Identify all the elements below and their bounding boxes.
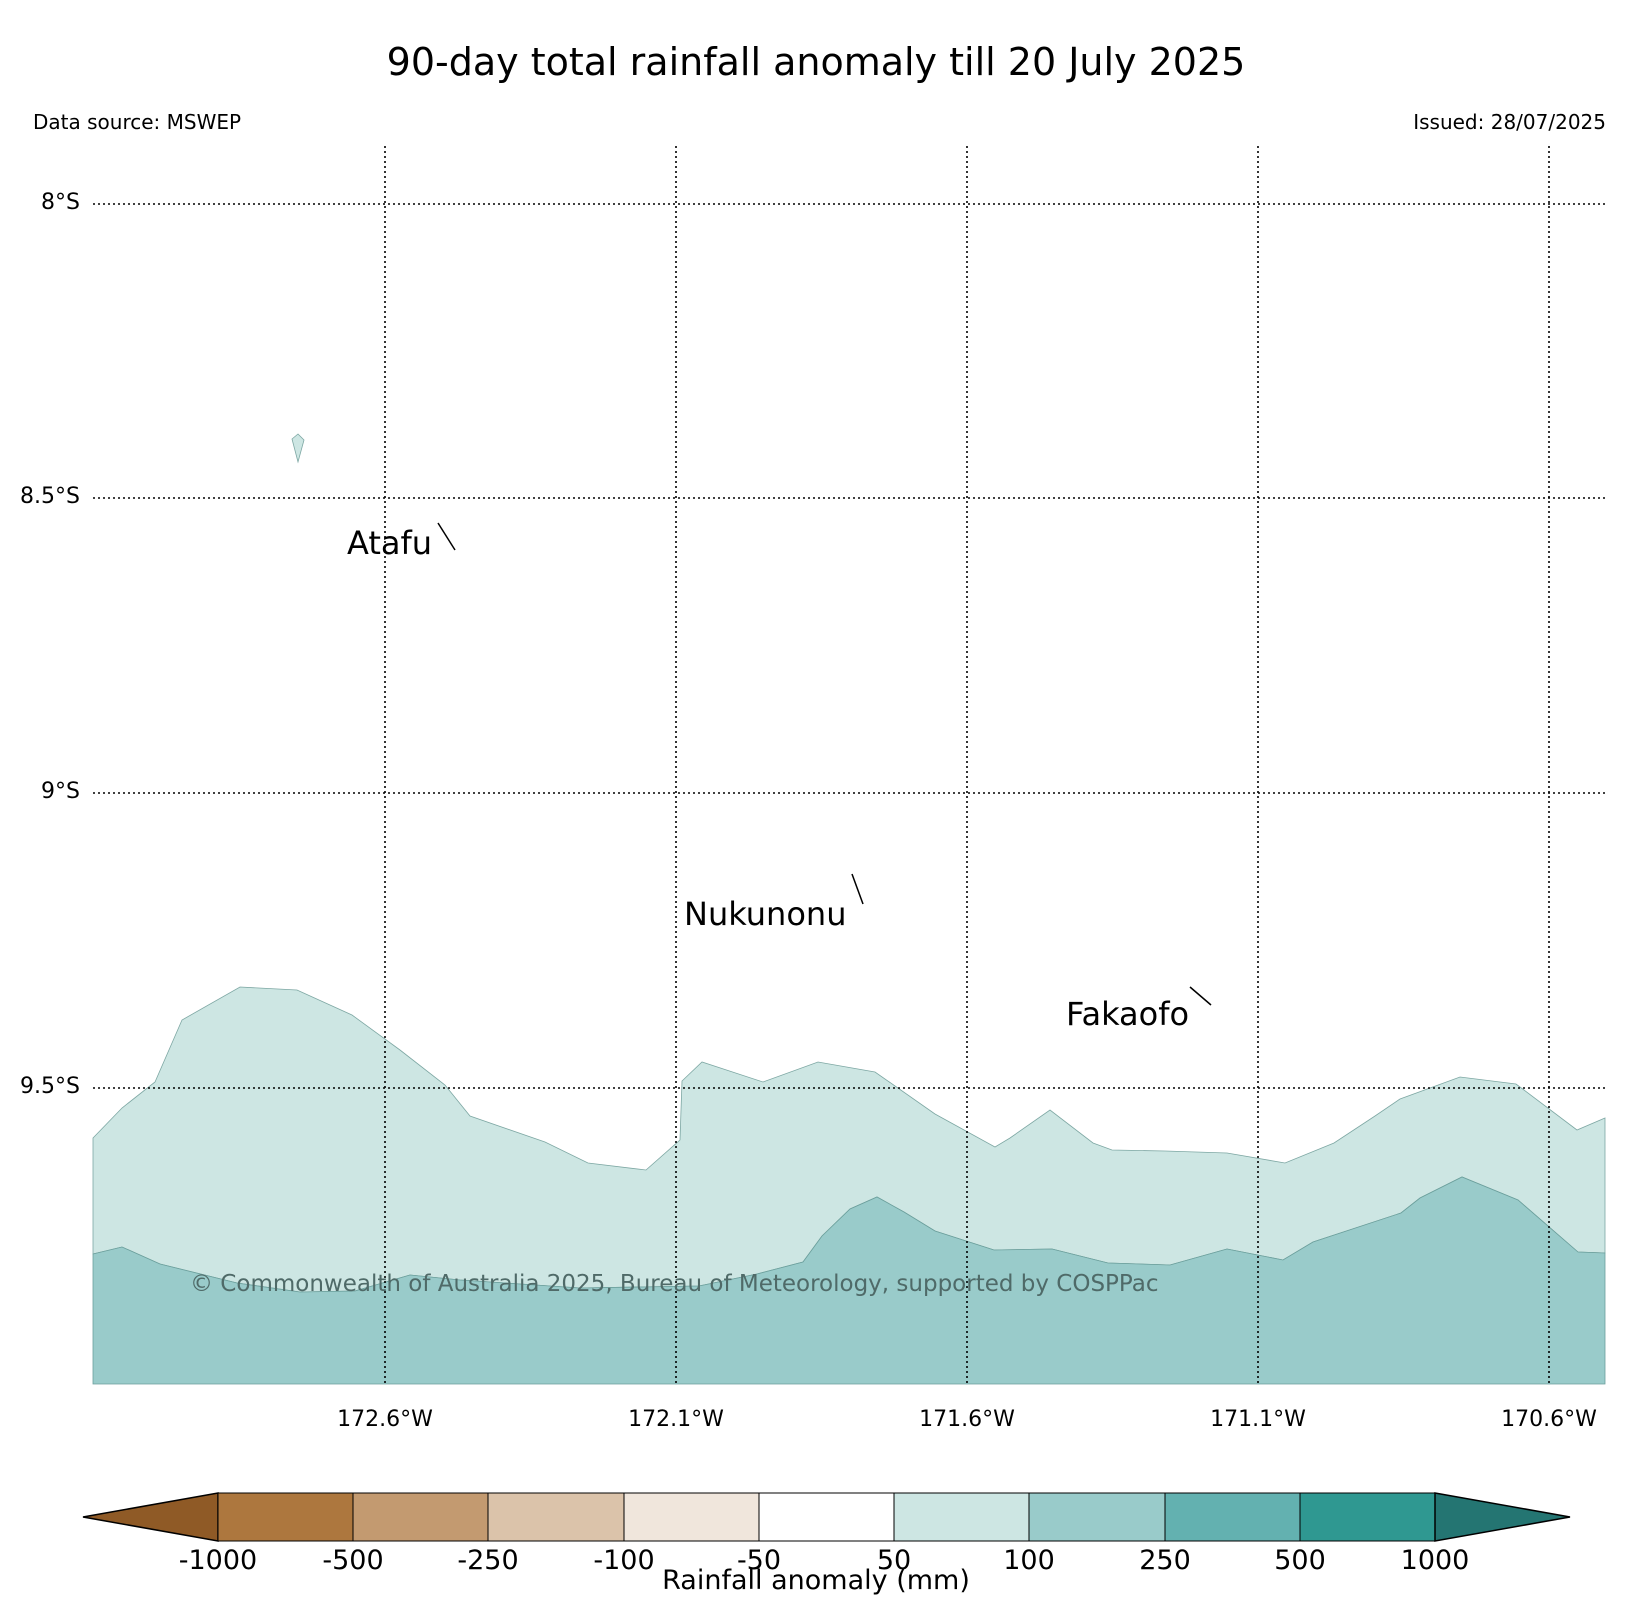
colorbar-tick-label: 1000: [1400, 1545, 1470, 1576]
nukunonu-atoll-mark: [851, 873, 864, 905]
issued-date-label: Issued: 28/07/2025: [1413, 110, 1606, 134]
atafu-atoll-mark: [437, 522, 456, 551]
colorbar-tick-label: 50: [876, 1545, 912, 1576]
longitude-gridlines: [384, 146, 1550, 1384]
lat-label-9-5s: 9.5°S: [20, 1074, 80, 1099]
colorbar-segment: [1164, 1492, 1301, 1542]
colorbar-tick-label: 250: [1139, 1545, 1191, 1576]
fakaofo-atoll-mark: [1189, 986, 1212, 1006]
colorbar-tick-label: -50: [736, 1545, 782, 1576]
lon-label-171-1w: 171.1°W: [1210, 1407, 1306, 1432]
colorbar-extend-high: [1434, 1492, 1571, 1542]
place-label-nukunonu: Nukunonu: [684, 895, 847, 933]
colorbar-tick-label: -1000: [178, 1545, 258, 1576]
lon-label-171-6w: 171.6°W: [919, 1407, 1015, 1432]
copyright-notice: © Commonwealth of Australia 2025, Bureau…: [190, 1271, 1159, 1297]
island-islet: [291, 433, 305, 464]
colorbar-segment: [1299, 1492, 1436, 1542]
colorbar: [82, 1492, 1571, 1542]
colorbar-segment: [623, 1492, 760, 1542]
colorbar-segment: [217, 1492, 354, 1542]
colorbar-segment: [1028, 1492, 1166, 1542]
lat-label-9s: 9°S: [41, 779, 80, 804]
lat-label-8-5s: 8.5°S: [20, 484, 80, 509]
lat-label-8s: 8°S: [41, 190, 80, 215]
colorbar-title: Rainfall anomaly (mm): [662, 1565, 970, 1596]
chart-title: 90-day total rainfall anomaly till 20 Ju…: [386, 40, 1246, 84]
colorbar-tick-label: 100: [1003, 1545, 1055, 1576]
lon-label-172-1w: 172.1°W: [628, 1407, 724, 1432]
latitude-gridlines: [93, 203, 1607, 1089]
colorbar-segment: [893, 1492, 1030, 1542]
data-source-label: Data source: MSWEP: [33, 110, 242, 134]
lon-label-170-6w: 170.6°W: [1501, 1407, 1597, 1432]
lon-label-172-6w: 172.6°W: [337, 1407, 433, 1432]
colorbar-segment: [352, 1492, 489, 1542]
colorbar-tick-label: -500: [322, 1545, 384, 1576]
anomaly-100-250-region: [92, 1176, 1606, 1385]
colorbar-segment: [758, 1492, 895, 1542]
colorbar-tick-label: -250: [457, 1545, 519, 1576]
colorbar-tick-label: -100: [593, 1545, 655, 1576]
colorbar-tick-label: 500: [1274, 1545, 1326, 1576]
place-label-atafu: Atafu: [347, 524, 433, 562]
colorbar-extend-low: [82, 1492, 219, 1542]
place-label-fakaofo: Fakaofo: [1066, 995, 1190, 1033]
colorbar-segment: [487, 1492, 625, 1542]
